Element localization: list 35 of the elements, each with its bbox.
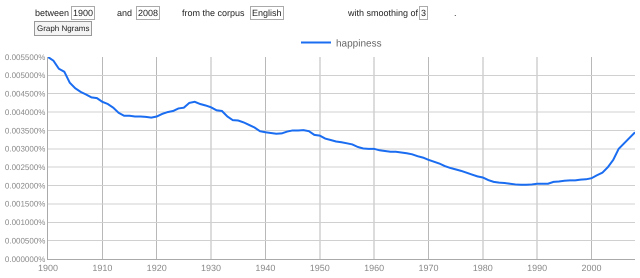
text: 2008 (138, 8, 158, 18)
y-tick-label: 0.004500% (4, 90, 46, 99)
x-tick-label: 1940 (255, 262, 276, 273)
x-tick-label: 2000 (582, 262, 602, 273)
legend-label: happiness (336, 38, 382, 50)
x-tick-label: 1910 (92, 262, 112, 273)
text: with smoothing of (347, 8, 419, 18)
text: . (454, 8, 457, 18)
text: 3 (421, 8, 426, 18)
text: 1900 (73, 8, 94, 18)
x-tick-label: 1930 (201, 262, 222, 273)
x-tick-label: 1990 (527, 262, 548, 273)
x-tick-label: 1950 (310, 262, 330, 273)
y-tick-label: 0.003500% (4, 126, 46, 136)
y-tick-label: 0.001000% (4, 218, 46, 228)
text: and (117, 8, 132, 18)
x-tick-label: 1980 (472, 262, 493, 273)
y-tick-label: 0.005000% (4, 71, 46, 80)
y-tick-label: 0.003000% (4, 144, 46, 154)
y-tick-label: 0.004000% (4, 108, 46, 117)
text: between (35, 8, 70, 18)
y-tick-label: 0.002500% (4, 162, 46, 172)
y-tick-label: 0.005500% (4, 52, 46, 62)
x-tick-label: 1960 (364, 262, 384, 273)
x-tick-label: 1900 (38, 262, 58, 273)
text: from the corpus (182, 8, 246, 18)
x-tick-label: 1970 (418, 262, 438, 273)
y-tick-label: 0.000000% (4, 254, 46, 264)
line-series (48, 57, 635, 186)
text: Graph Ngrams (37, 24, 90, 33)
y-tick-label: 0.002000% (4, 181, 46, 190)
text: English (252, 8, 282, 18)
y-tick-label: 0.001500% (4, 200, 46, 209)
y-tick-label: 0.000500% (4, 236, 46, 246)
x-tick-label: 1920 (146, 262, 167, 273)
